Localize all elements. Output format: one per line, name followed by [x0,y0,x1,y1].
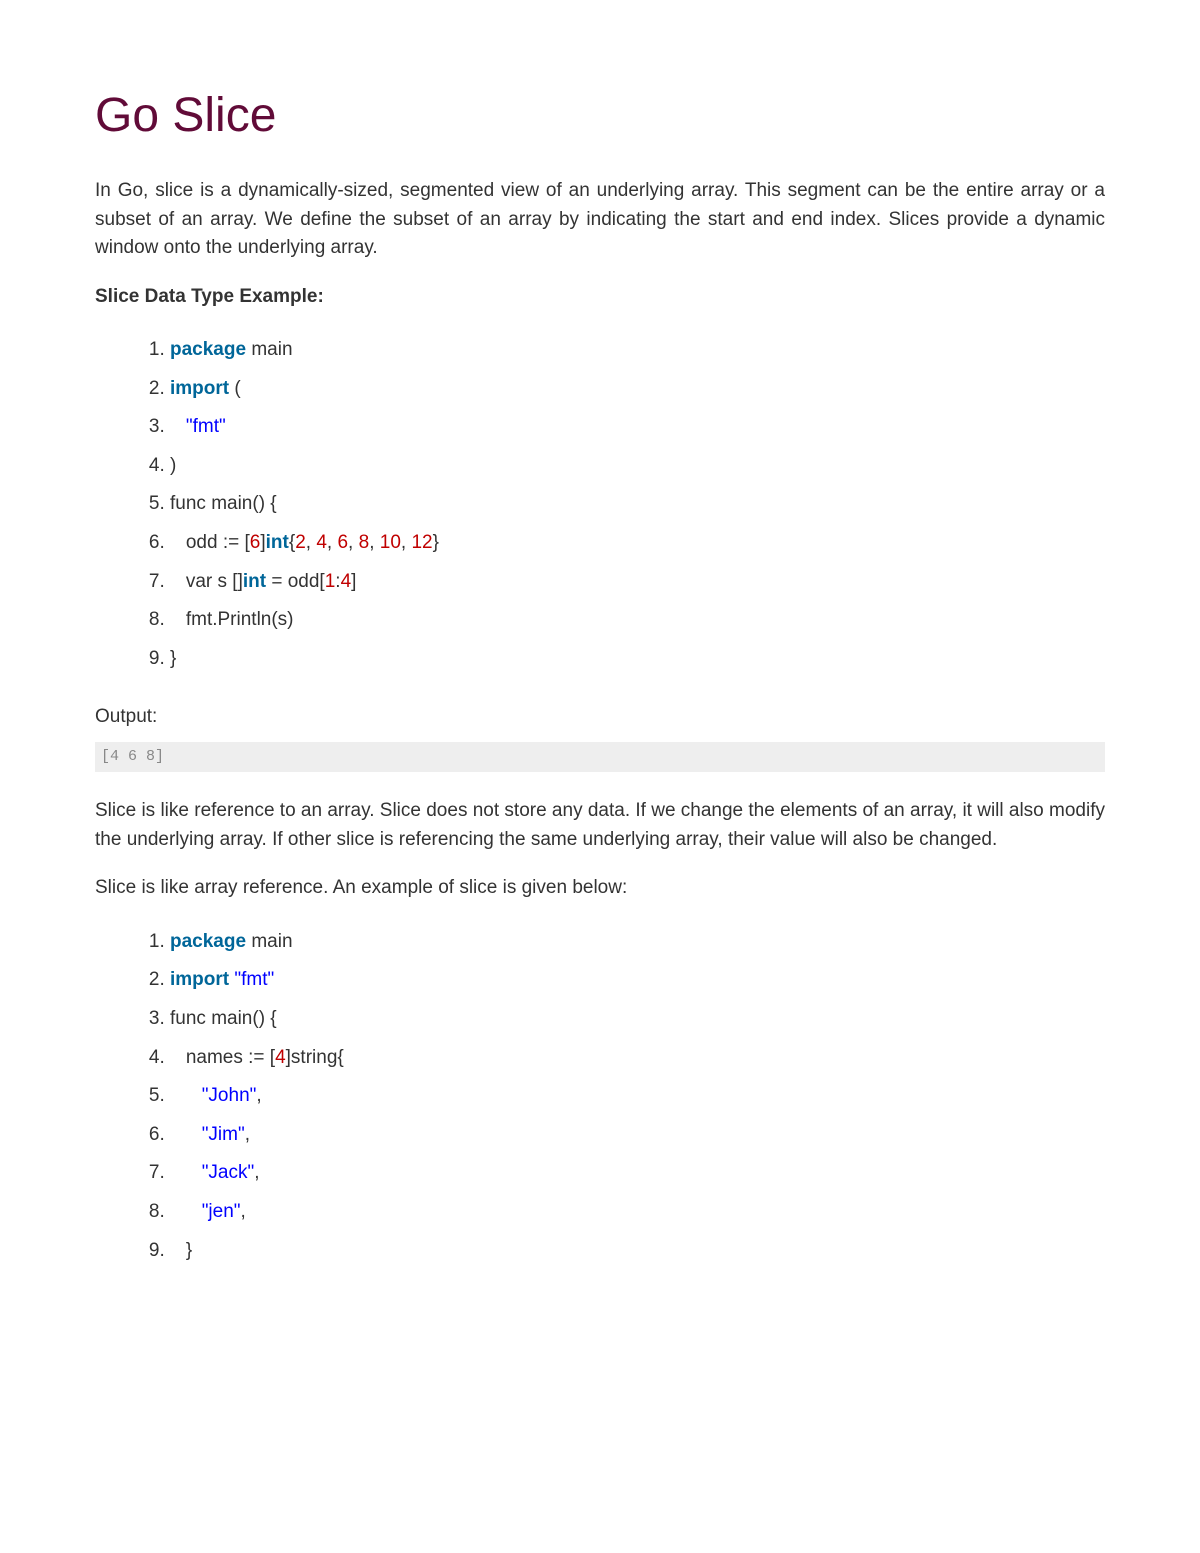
string-literal: "jen" [202,1201,241,1222]
code-text: , [369,532,380,553]
string-literal: "Jim" [202,1124,245,1145]
code-line: func main() { [170,485,1105,524]
type-keyword: int [243,571,266,592]
intro-paragraph: In Go, slice is a dynamically-sized, seg… [95,177,1105,263]
code-text: , [245,1124,250,1145]
number-literal: 8 [359,532,370,553]
number-literal: 12 [411,532,432,553]
code-line: package main [170,331,1105,370]
code-text: main [246,339,292,360]
code-line: package main [170,923,1105,962]
code-block-2: package main import "fmt" func main() { … [95,923,1105,1270]
indent [170,1085,202,1106]
number-literal: 1 [325,571,336,592]
string-literal: "Jack" [202,1162,255,1183]
code-text: names := [ [170,1047,275,1068]
code-line: } [170,640,1105,679]
paragraph-3: Slice is like array reference. An exampl… [95,874,1105,903]
code-line: var s []int = odd[1:4] [170,563,1105,602]
code-text: , [401,532,412,553]
type-keyword: int [266,532,289,553]
paragraph-2: Slice is like reference to an array. Sli… [95,797,1105,854]
number-literal: 2 [295,532,306,553]
code-text: , [254,1162,259,1183]
code-text: ( [229,378,241,399]
indent [170,416,186,437]
code-block-1: package main import ( "fmt" ) func main(… [95,331,1105,678]
code-line: } [170,1232,1105,1271]
code-line: "Jack", [170,1154,1105,1193]
number-literal: 4 [341,571,352,592]
code-text: = odd[ [266,571,325,592]
keyword: package [170,339,246,360]
indent [170,1201,202,1222]
indent [170,1124,202,1145]
number-literal: 4 [275,1047,286,1068]
code-text: , [256,1085,261,1106]
string-literal: "fmt" [186,416,226,437]
keyword: package [170,931,246,952]
number-literal: 6 [250,532,261,553]
code-text: , [241,1201,246,1222]
code-text: odd := [ [170,532,250,553]
code-text: ]string{ [286,1047,344,1068]
output-block: [4 6 8] [95,742,1105,773]
code-text: , [306,532,317,553]
indent [170,1162,202,1183]
code-line: "jen", [170,1193,1105,1232]
code-text: , [327,532,338,553]
code-line: "John", [170,1077,1105,1116]
code-line: names := [4]string{ [170,1039,1105,1078]
code-text: } [433,532,439,553]
number-literal: 6 [337,532,348,553]
page-title: Go Slice [95,80,1105,152]
code-text: ] [351,571,356,592]
code-line: import "fmt" [170,961,1105,1000]
code-line: fmt.Println(s) [170,601,1105,640]
string-literal: "fmt" [234,969,274,990]
number-literal: 10 [380,532,401,553]
code-line: import ( [170,370,1105,409]
code-line: odd := [6]int{2, 4, 6, 8, 10, 12} [170,524,1105,563]
code-line: "fmt" [170,408,1105,447]
output-label: Output: [95,703,1105,732]
number-literal: 4 [316,532,327,553]
code-text: var s [] [170,571,243,592]
keyword: import [170,969,229,990]
string-literal: "John" [202,1085,257,1106]
code-text: main [246,931,292,952]
code-line: func main() { [170,1000,1105,1039]
code-line: ) [170,447,1105,486]
example1-heading: Slice Data Type Example: [95,283,1105,312]
code-line: "Jim", [170,1116,1105,1155]
keyword: import [170,378,229,399]
code-text: , [348,532,359,553]
